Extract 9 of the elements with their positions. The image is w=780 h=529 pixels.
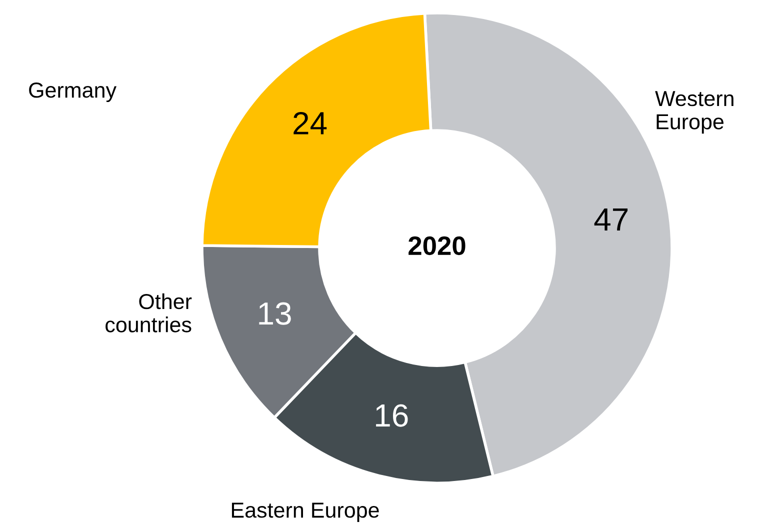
slice-label: Germany (29, 82, 116, 102)
slice-label: Other countries (106, 293, 192, 332)
data-label: 13 (259, 302, 291, 325)
slice-label: Eastern Europe (232, 502, 379, 522)
data-label: 16 (376, 404, 408, 427)
data-label: 47 (594, 208, 628, 231)
text: 2020 (408, 236, 466, 256)
slice-label: Western Europe (655, 91, 734, 134)
data-label: 24 (294, 112, 327, 134)
